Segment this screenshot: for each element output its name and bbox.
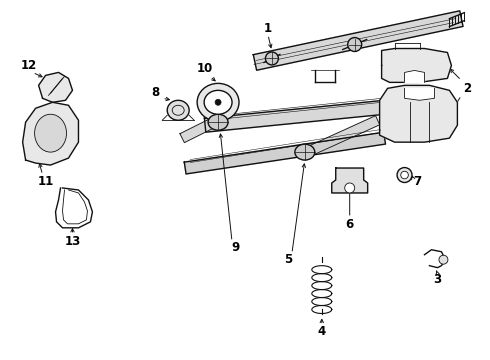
Text: 6: 6 [345,218,354,231]
Text: 3: 3 [433,273,441,286]
Polygon shape [180,120,212,143]
Polygon shape [23,102,78,165]
Text: 2: 2 [464,82,471,95]
Polygon shape [382,49,451,82]
Text: 13: 13 [64,235,81,248]
Text: 1: 1 [264,22,272,35]
Text: 5: 5 [284,253,292,266]
Circle shape [397,167,412,183]
Ellipse shape [197,84,239,121]
Text: 10: 10 [197,62,213,75]
Polygon shape [332,168,368,193]
Text: 9: 9 [231,241,239,254]
Text: 11: 11 [37,175,54,189]
Polygon shape [39,72,73,102]
Ellipse shape [167,100,189,120]
Ellipse shape [35,114,67,152]
Polygon shape [405,71,424,82]
Polygon shape [405,88,435,100]
Circle shape [439,255,448,264]
Text: 12: 12 [21,59,37,72]
Circle shape [215,99,221,105]
Polygon shape [204,95,435,132]
Circle shape [345,183,355,193]
Ellipse shape [295,144,315,160]
Text: 8: 8 [151,86,159,99]
Circle shape [266,52,278,65]
Polygon shape [253,11,463,70]
Circle shape [348,37,362,51]
Text: 7: 7 [414,175,421,189]
Circle shape [401,171,408,179]
Ellipse shape [208,114,228,130]
Text: 4: 4 [318,325,326,338]
Polygon shape [310,116,380,155]
Polygon shape [184,132,386,174]
Polygon shape [380,85,457,142]
Ellipse shape [204,90,232,114]
